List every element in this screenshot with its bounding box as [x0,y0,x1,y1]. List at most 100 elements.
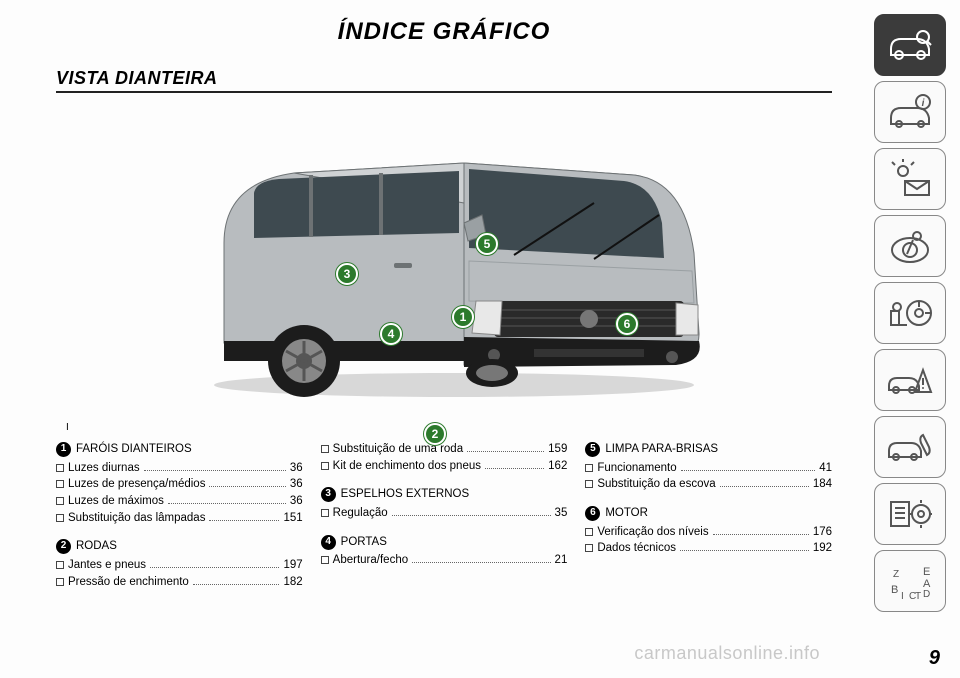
section-header: 1FARÓIS DIANTEIROS [56,441,303,458]
svg-text:D: D [923,589,930,600]
index-item: Verificação dos níveis 176 [585,524,832,541]
watermark: carmanualsonline.info [634,643,820,664]
index-section: 5LIMPA PARA-BRISAS Funcionamento41Substit… [585,441,832,493]
section-number-badge: 6 [585,506,600,521]
index-item: Pressão de enchimento182 [56,574,303,591]
index-item: Funcionamento41 [585,460,832,477]
index-section: 4 PORTASAbertura/fecho 21 [321,534,568,569]
item-page: 36 [290,460,303,477]
index-item: Dados técnicos 192 [585,540,832,557]
callout-6: 6 [616,313,638,335]
item-label: Regulação [333,505,388,522]
bullet-icon [56,561,64,569]
index-columns: 1FARÓIS DIANTEIROSLuzes diurnas36Luzes d… [56,441,832,602]
index-item: Jantes e pneus 197 [56,557,303,574]
sidebar-btn-emergency[interactable] [874,349,946,411]
section-title: LIMPA PARA-BRISAS [605,441,718,458]
index-item: Kit de enchimento dos pneus 162 [321,458,568,475]
bullet-icon [56,497,64,505]
bullet-icon [585,544,593,552]
item-page: 192 [813,540,832,557]
index-section: Substituição de uma roda159Kit de enchim… [321,441,568,474]
bullet-icon [321,445,329,453]
index-item: Substituição de uma roda159 [321,441,568,458]
bullet-icon [321,556,329,564]
callout-5: 5 [476,233,498,255]
item-page: 176 [813,524,832,541]
item-label: Luzes diurnas [68,460,140,477]
item-label: Luzes de presença/médios [68,476,205,493]
section-subtitle: VISTA DIANTEIRA [56,68,832,93]
section-header: 3ESPELHOS EXTERNOS [321,486,568,503]
bullet-icon [56,480,64,488]
section-number-badge: 4 [321,535,336,550]
svg-text:T: T [915,591,921,601]
item-page: 21 [555,552,568,569]
item-label: Verificação dos níveis [597,524,708,541]
item-label: Funcionamento [597,460,676,477]
index-item: Luzes de máximos 36 [56,493,303,510]
sidebar-btn-visual-index[interactable] [874,14,946,76]
section-header: 5LIMPA PARA-BRISAS [585,441,832,458]
sidebar-btn-safety[interactable] [874,215,946,277]
leader-dots [392,515,551,516]
sidebar-btn-info[interactable]: i [874,81,946,143]
leader-dots [144,470,286,471]
section-title: MOTOR [605,505,648,522]
leader-dots [209,486,285,487]
section-header: 4 PORTAS [321,534,568,551]
bullet-icon [56,578,64,586]
item-label: Substituição das lâmpadas [68,510,205,527]
leader-dots [168,503,286,504]
index-item: Luzes de presença/médios 36 [56,476,303,493]
bullet-icon [585,464,593,472]
sidebar-nav: i ZEBAICTD [874,14,946,612]
sidebar-btn-lights[interactable] [874,148,946,210]
section-title: FARÓIS DIANTEIROS [76,441,192,458]
item-label: Dados técnicos [597,540,676,557]
item-page: 36 [290,476,303,493]
callout-3: 3 [336,263,358,285]
section-title: RODAS [76,538,117,555]
bullet-icon [321,462,329,470]
item-label: Substituição de uma roda [333,441,463,458]
leader-dots [680,550,809,551]
section-number-badge: 2 [56,539,71,554]
sidebar-btn-starting[interactable] [874,282,946,344]
item-page: 197 [283,557,302,574]
sidebar-btn-alpha[interactable]: ZEBAICTD [874,550,946,612]
item-label: Jantes e pneus [68,557,146,574]
bullet-icon [56,514,64,522]
column-3: 5LIMPA PARA-BRISAS Funcionamento41Substit… [585,441,832,602]
callout-2: 2 [424,423,446,445]
item-page: 162 [548,458,567,475]
vehicle-figure: 1 2 3 4 5 6 [56,103,832,418]
item-label: Abertura/fecho [333,552,408,569]
bullet-icon [56,464,64,472]
leader-dots [485,468,544,469]
index-section: 2RODASJantes e pneus197Pressão de enchim… [56,538,303,590]
callout-4: 4 [380,323,402,345]
item-page: 151 [283,510,302,527]
index-section: 1FARÓIS DIANTEIROSLuzes diurnas36Luzes d… [56,441,303,526]
leader-dots [713,534,809,535]
item-label: Pressão de enchimento [68,574,189,591]
item-page: 36 [290,493,303,510]
callout-1: 1 [452,306,474,328]
item-label: Kit de enchimento dos pneus [333,458,481,475]
svg-text:Z: Z [893,569,899,580]
page-title: ÍNDICE GRÁFICO [56,18,832,46]
sidebar-btn-maintenance[interactable] [874,416,946,478]
svg-text:I: I [901,591,904,601]
item-label: Luzes de máximos [68,493,164,510]
leader-dots [467,451,544,452]
figure-caption: I [66,422,832,433]
section-title: PORTAS [341,534,387,551]
column-2: Substituição de uma roda159Kit de enchim… [321,441,568,602]
leader-dots [681,470,816,471]
index-item: Substituição da escova184 [585,476,832,493]
sidebar-btn-specs[interactable] [874,483,946,545]
section-number-badge: 3 [321,487,336,502]
index-section: 6MOTORVerificação dos níveis176Dados téc… [585,505,832,557]
section-header: 2 RODAS [56,538,303,555]
